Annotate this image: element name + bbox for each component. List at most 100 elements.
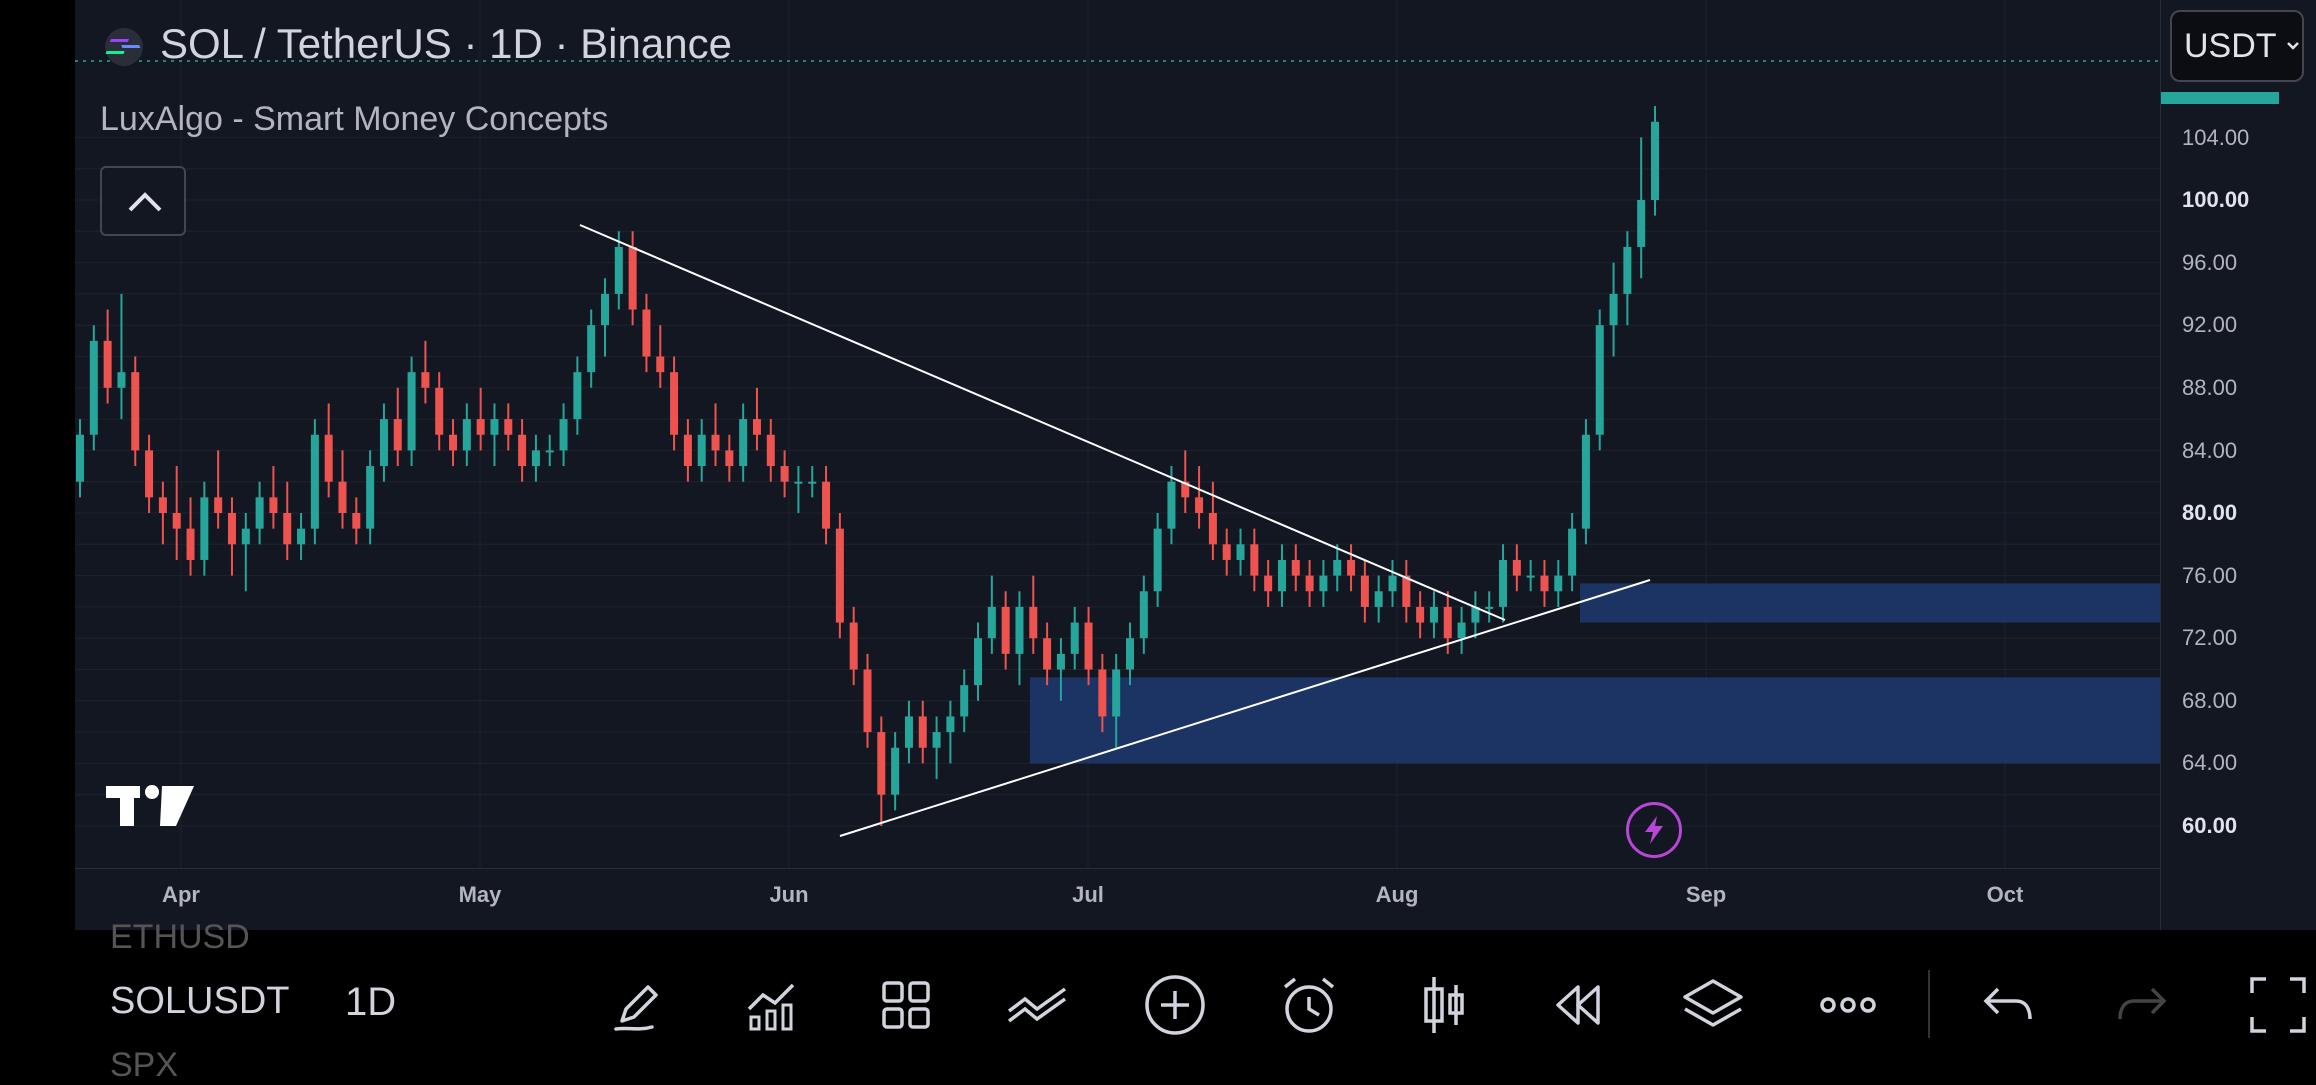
replay-button[interactable] bbox=[1543, 970, 1613, 1040]
alarm-clock-icon bbox=[1283, 977, 1335, 1033]
candle-body bbox=[1208, 513, 1217, 545]
candle-body bbox=[849, 622, 858, 670]
candle-body bbox=[131, 372, 140, 451]
chart-type-button[interactable] bbox=[1409, 970, 1479, 1040]
candle-body bbox=[697, 434, 706, 467]
candle-body bbox=[1015, 606, 1024, 654]
candle-body bbox=[241, 528, 250, 545]
chevron-down-icon bbox=[2286, 42, 2299, 50]
price-axis[interactable] bbox=[2160, 0, 2316, 930]
candle-body bbox=[462, 419, 471, 451]
object-tree-button[interactable] bbox=[1678, 970, 1748, 1040]
time-label-may: May bbox=[458, 882, 502, 907]
candle-body bbox=[476, 419, 485, 435]
layers-icon bbox=[1683, 979, 1743, 1027]
watchlist-item-spx[interactable]: SPX bbox=[110, 1046, 179, 1084]
candle-body bbox=[987, 606, 996, 639]
candle-body bbox=[1374, 591, 1383, 607]
time-label-sep: Sep bbox=[1685, 882, 1727, 907]
candle-body bbox=[960, 685, 969, 717]
candle-body bbox=[338, 481, 347, 513]
time-label-apr: Apr bbox=[162, 882, 200, 907]
indicator-label[interactable]: LuxAlgo - Smart Money Concepts bbox=[100, 100, 609, 138]
candle-body bbox=[1333, 559, 1342, 576]
candle-body bbox=[877, 732, 886, 795]
candle-body bbox=[1512, 559, 1521, 576]
candle-body bbox=[1264, 575, 1273, 592]
candlestick-icon bbox=[1424, 977, 1464, 1033]
candle-body bbox=[614, 246, 623, 294]
trendline bbox=[579, 224, 1506, 621]
indicators-button[interactable] bbox=[738, 970, 808, 1040]
candle-body bbox=[1043, 638, 1052, 670]
candle-body bbox=[310, 434, 319, 529]
candle-body bbox=[1388, 575, 1397, 592]
undo-button[interactable] bbox=[1973, 970, 2043, 1040]
watchlist-item-solusdt[interactable]: SOLUSDT bbox=[110, 980, 290, 1022]
candle-body bbox=[1098, 669, 1107, 717]
price-tick: 84.00 bbox=[2182, 438, 2238, 463]
watchlist-item-ethusd[interactable]: ETHUSD bbox=[110, 918, 250, 956]
price-tick: 68.00 bbox=[2182, 688, 2238, 713]
candle-body bbox=[725, 450, 734, 467]
layout-button[interactable] bbox=[871, 970, 941, 1040]
more-button[interactable] bbox=[1813, 970, 1883, 1040]
candle-body bbox=[297, 528, 306, 545]
price-tick: 88.00 bbox=[2182, 375, 2238, 400]
candle-body bbox=[283, 513, 292, 545]
candle-body bbox=[227, 513, 236, 545]
candle-body bbox=[421, 372, 430, 388]
chart-area[interactable] bbox=[75, 0, 2160, 868]
bottom-toolbar bbox=[0, 930, 2316, 1080]
candle-body bbox=[974, 638, 983, 686]
chevron-up-icon bbox=[128, 192, 162, 212]
candle-body bbox=[504, 419, 513, 435]
toolbar-divider bbox=[1928, 970, 1930, 1038]
price-tick: 60.00 bbox=[2182, 813, 2238, 838]
candle-body bbox=[794, 481, 803, 484]
lightning-icon bbox=[1645, 816, 1663, 844]
candle-body bbox=[435, 387, 444, 435]
candle-body bbox=[103, 340, 112, 388]
fullscreen-button[interactable] bbox=[2243, 970, 2313, 1040]
collapse-indicators-button[interactable] bbox=[100, 166, 186, 236]
candle-body bbox=[76, 434, 84, 482]
chart-canvas[interactable] bbox=[75, 0, 2160, 868]
timeframe-selector[interactable]: 1D bbox=[345, 980, 397, 1024]
candle-body bbox=[145, 450, 154, 498]
price-tick: 96.00 bbox=[2182, 250, 2238, 275]
candle-body bbox=[1443, 606, 1452, 639]
candle-body bbox=[1637, 200, 1646, 247]
candle-body bbox=[1347, 559, 1356, 576]
candle-body bbox=[214, 497, 223, 513]
drawing-tool-button[interactable] bbox=[603, 970, 673, 1040]
candle-body bbox=[1360, 575, 1369, 607]
add-button[interactable] bbox=[1140, 970, 1210, 1040]
candle-body bbox=[1485, 606, 1494, 609]
currency-selector[interactable]: USDT bbox=[2170, 10, 2304, 82]
candle-body bbox=[1167, 481, 1176, 529]
candle-body bbox=[904, 716, 913, 748]
compare-button[interactable] bbox=[1005, 970, 1075, 1040]
price-tick: 72.00 bbox=[2182, 625, 2238, 650]
alert-button[interactable] bbox=[1274, 970, 1344, 1040]
tradingview-logo-icon bbox=[106, 785, 194, 826]
candle-body bbox=[559, 419, 568, 451]
alert-bolt-button[interactable] bbox=[1626, 802, 1682, 858]
symbol-title[interactable]: SOL / TetherUS · 1D · Binance bbox=[160, 20, 732, 67]
chart-indicators-icon bbox=[747, 983, 795, 1031]
redo-button[interactable] bbox=[2107, 970, 2177, 1040]
time-label-oct: Oct bbox=[1986, 882, 2024, 907]
order-block-zones bbox=[1030, 583, 2160, 764]
candle-body bbox=[1305, 575, 1314, 592]
plus-circle-icon bbox=[1145, 975, 1205, 1035]
candle-body bbox=[545, 450, 554, 453]
candle-body bbox=[1526, 575, 1535, 578]
candle-body bbox=[1153, 528, 1162, 592]
price-tick: 100.00 bbox=[2182, 187, 2250, 212]
time-axis[interactable] bbox=[75, 868, 2160, 931]
price-tick: 64.00 bbox=[2182, 750, 2238, 775]
candle-body bbox=[1609, 293, 1618, 326]
candle-body bbox=[255, 497, 264, 529]
candle-body bbox=[1623, 246, 1632, 294]
